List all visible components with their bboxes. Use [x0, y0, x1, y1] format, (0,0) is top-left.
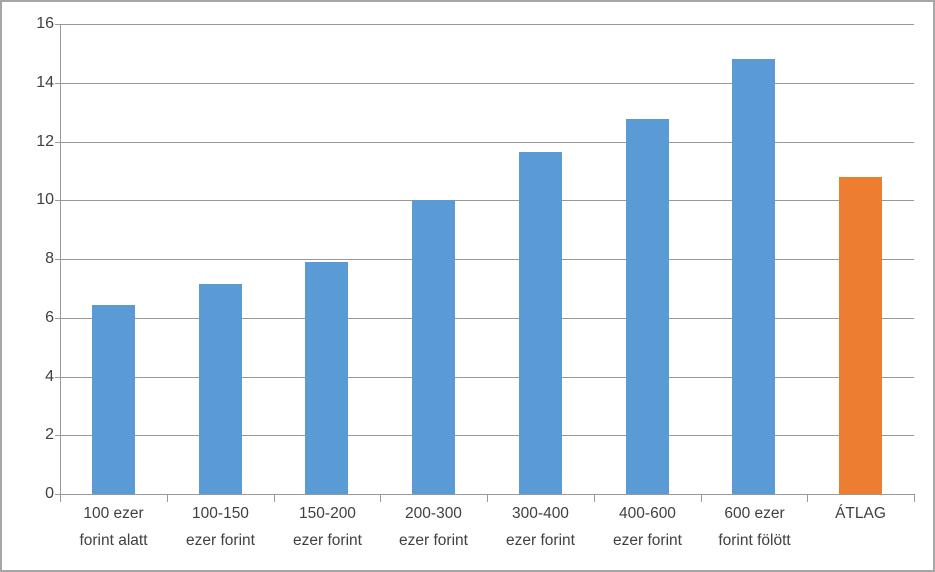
y-axis-label: 4	[45, 368, 54, 385]
gridline	[60, 259, 914, 260]
x-axis-label: 600 ezer forint fölött	[718, 505, 791, 549]
gridline	[60, 377, 914, 378]
gridline	[60, 200, 914, 201]
bar	[519, 152, 562, 494]
y-axis-label: 0	[45, 485, 54, 502]
y-axis-label: 8	[45, 250, 54, 267]
bar	[199, 284, 242, 494]
y-axis-tick	[55, 435, 60, 436]
bar	[92, 305, 135, 494]
y-axis-label: 16	[36, 15, 54, 32]
x-axis-tick	[914, 494, 915, 502]
y-axis-tick	[55, 494, 60, 495]
gridline	[60, 435, 914, 436]
bar	[732, 59, 775, 494]
y-axis-tick	[55, 24, 60, 25]
y-axis-line	[60, 24, 61, 494]
x-axis-tick	[594, 494, 595, 502]
bar	[305, 262, 348, 494]
y-axis-label: 14	[36, 74, 54, 91]
bar	[626, 119, 669, 494]
gridline	[60, 318, 914, 319]
y-axis-tick	[55, 318, 60, 319]
y-axis-tick	[55, 377, 60, 378]
x-axis-tick	[487, 494, 488, 502]
y-axis-label: 2	[45, 426, 54, 443]
x-axis-label: 150-200 ezer forint	[293, 505, 362, 549]
y-axis-tick	[55, 200, 60, 201]
bar-highlight	[839, 177, 882, 494]
x-axis-label: 200-300 ezer forint	[399, 505, 468, 549]
y-axis-tick	[55, 259, 60, 260]
x-axis-label: ÁTLAG	[835, 505, 886, 522]
x-axis-tick	[807, 494, 808, 502]
y-axis-label: 6	[45, 309, 54, 326]
y-axis-label: 12	[36, 133, 54, 150]
bar	[412, 200, 455, 494]
gridline	[60, 83, 914, 84]
x-axis-tick	[167, 494, 168, 502]
x-axis-tick	[274, 494, 275, 502]
x-axis-tick	[701, 494, 702, 502]
y-axis-tick	[55, 142, 60, 143]
x-axis-label: 400-600 ezer forint	[613, 505, 682, 549]
x-axis-tick	[380, 494, 381, 502]
y-axis-tick	[55, 83, 60, 84]
x-axis-tick	[60, 494, 61, 502]
gridline	[60, 142, 914, 143]
x-axis-label: 300-400 ezer forint	[506, 505, 575, 549]
y-axis-label: 10	[36, 191, 54, 208]
gridline	[60, 24, 914, 25]
x-axis-label: 100 ezer forint alatt	[79, 505, 148, 549]
x-axis-label: 100-150 ezer forint	[186, 505, 255, 549]
